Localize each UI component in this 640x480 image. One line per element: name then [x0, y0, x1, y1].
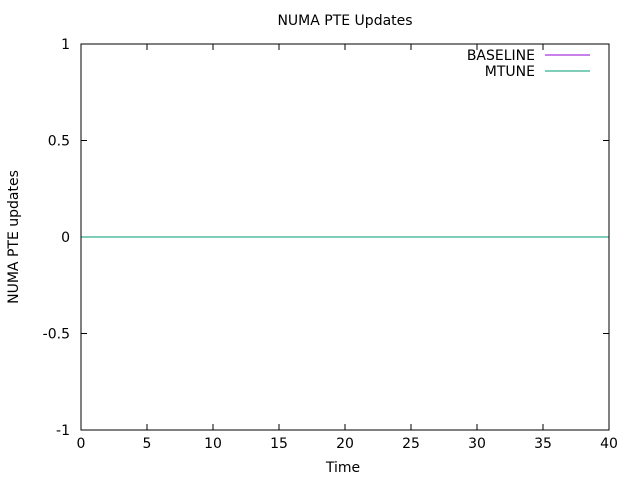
x-tick-label: 30: [468, 436, 486, 452]
y-tick-label: -0.5: [43, 327, 70, 343]
chart-title: NUMA PTE Updates: [277, 13, 412, 29]
y-tick-label: 1: [61, 37, 70, 53]
x-tick-label: 10: [204, 436, 222, 452]
y-tick-label: 0.5: [48, 134, 70, 150]
x-tick-label: 15: [270, 436, 288, 452]
x-tick-label: 40: [600, 436, 618, 452]
plot-border: [80, 43, 610, 431]
y-axis-label: NUMA PTE updates: [6, 170, 22, 304]
y-tick-label: -1: [56, 423, 70, 439]
legend-label: MTUNE: [485, 64, 535, 80]
x-tick-label: 5: [143, 436, 152, 452]
x-tick-label: 0: [77, 436, 86, 452]
x-axis-label: Time: [325, 460, 360, 476]
legend-label: BASELINE: [467, 48, 535, 64]
y-tick-label: 0: [61, 230, 70, 246]
x-tick-label: 35: [534, 436, 552, 452]
x-tick-label: 25: [402, 436, 420, 452]
x-tick-label: 20: [336, 436, 354, 452]
